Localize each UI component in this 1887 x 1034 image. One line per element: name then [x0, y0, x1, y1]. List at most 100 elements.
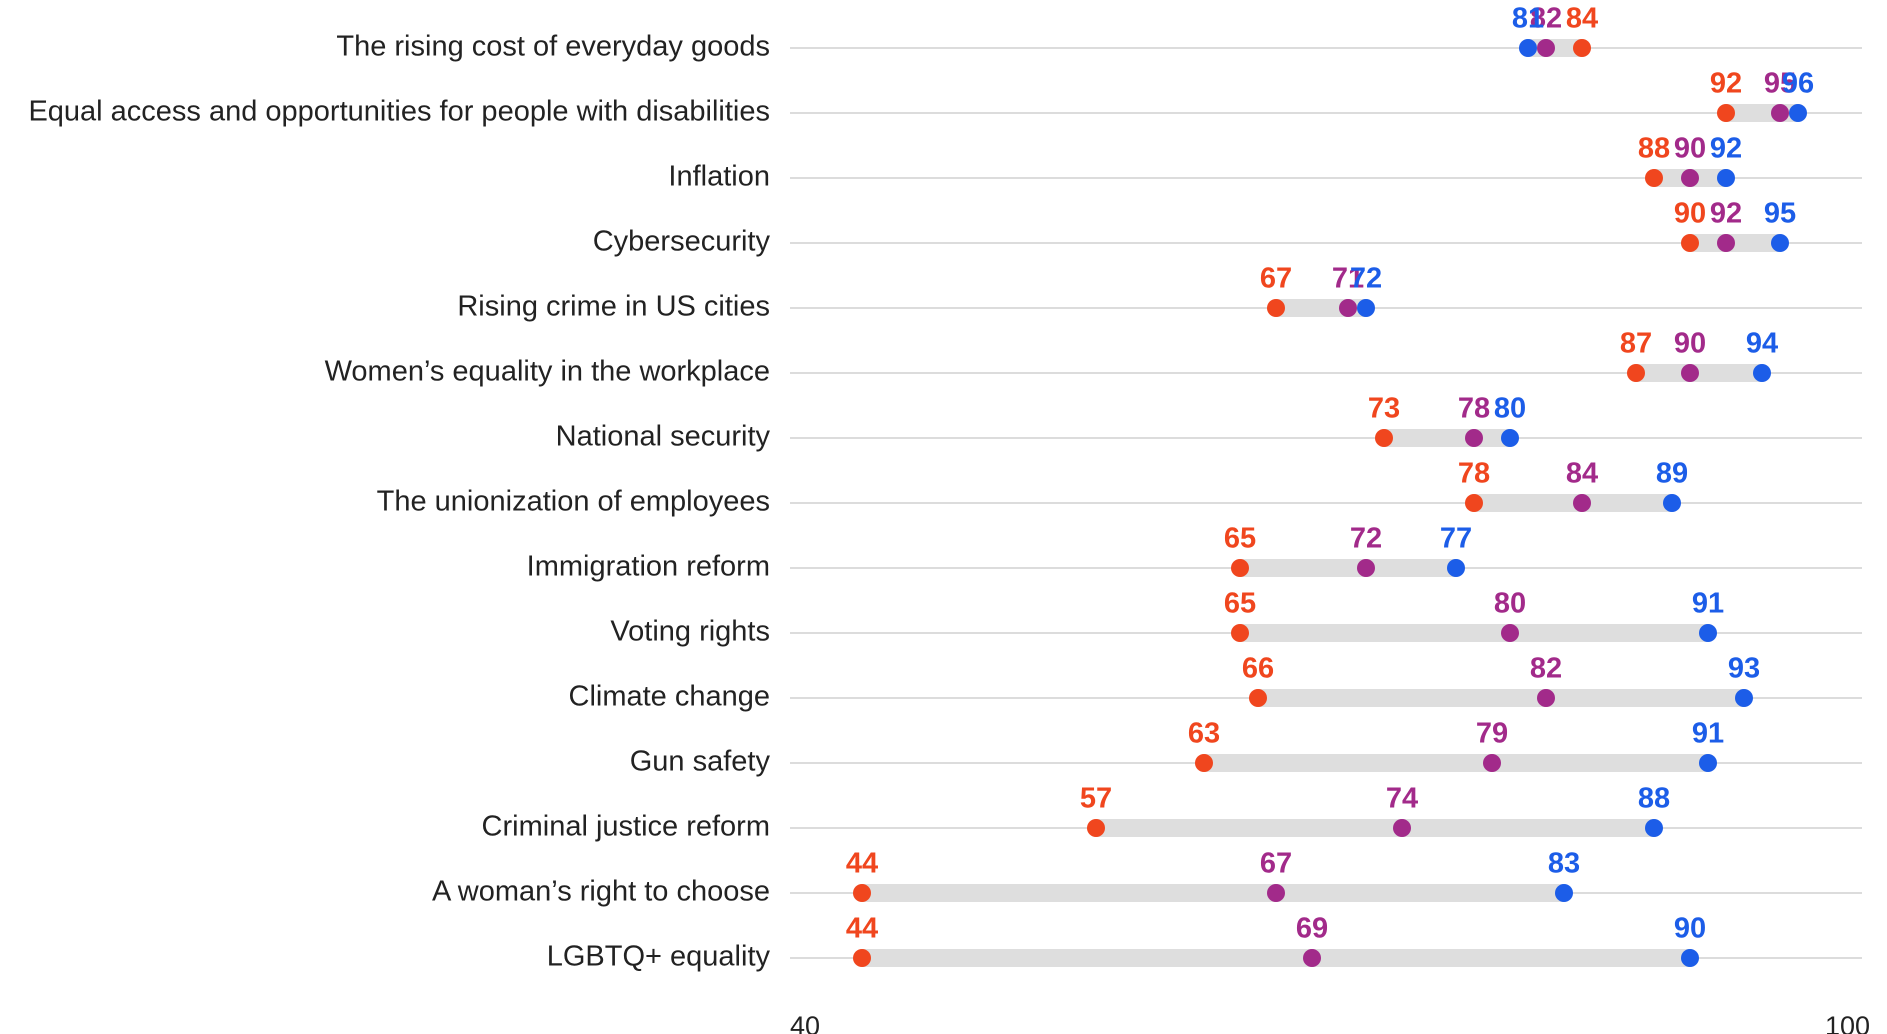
dot [1339, 299, 1357, 317]
dot [1681, 169, 1699, 187]
value-label: 95 [1764, 198, 1796, 230]
value-label: 93 [1728, 653, 1760, 685]
dot [1501, 624, 1519, 642]
value-label: 65 [1224, 523, 1256, 555]
dot [1645, 169, 1663, 187]
dot [1303, 949, 1321, 967]
dot [1627, 364, 1645, 382]
dot [1465, 429, 1483, 447]
category-label: National security [556, 421, 771, 453]
dot [1267, 884, 1285, 902]
category-label: The rising cost of everyday goods [336, 31, 770, 63]
category-label: Cybersecurity [593, 226, 771, 258]
category-label: A woman’s right to choose [432, 876, 770, 908]
dot [1267, 299, 1285, 317]
value-label: 87 [1620, 328, 1652, 360]
value-label: 90 [1674, 328, 1706, 360]
value-label: 88 [1638, 133, 1670, 165]
value-label: 73 [1368, 393, 1400, 425]
value-label: 78 [1458, 458, 1490, 490]
dot [853, 949, 871, 967]
dot [1753, 364, 1771, 382]
value-label: 80 [1494, 588, 1526, 620]
dot [1465, 494, 1483, 512]
value-label: 82 [1530, 3, 1562, 35]
value-label: 44 [846, 913, 878, 945]
dot [1717, 104, 1735, 122]
dot [1195, 754, 1213, 772]
value-label: 57 [1080, 783, 1112, 815]
dot [1717, 169, 1735, 187]
dot [1231, 559, 1249, 577]
dot [1717, 234, 1735, 252]
category-label: Rising crime in US cities [457, 291, 770, 323]
dot [1663, 494, 1681, 512]
dot [1681, 364, 1699, 382]
value-label: 63 [1188, 718, 1220, 750]
dot [1519, 39, 1537, 57]
dot [1681, 949, 1699, 967]
dot [1771, 234, 1789, 252]
value-label: 72 [1350, 263, 1382, 295]
category-label: Gun safety [630, 746, 771, 778]
value-label: 66 [1242, 653, 1274, 685]
value-label: 92 [1710, 198, 1742, 230]
value-label: 77 [1440, 523, 1472, 555]
dot [1573, 39, 1591, 57]
dot [1483, 754, 1501, 772]
category-label: Criminal justice reform [482, 811, 770, 843]
value-label: 84 [1566, 458, 1598, 490]
value-label: 84 [1566, 3, 1598, 35]
dot [1357, 299, 1375, 317]
category-label: Equal access and opportunities for peopl… [28, 96, 770, 128]
dot [1357, 559, 1375, 577]
x-tick-label: 40 [790, 1011, 820, 1034]
value-label: 67 [1260, 263, 1292, 295]
value-label: 90 [1674, 198, 1706, 230]
value-label: 72 [1350, 523, 1382, 555]
value-label: 92 [1710, 133, 1742, 165]
value-label: 82 [1530, 653, 1562, 685]
value-label: 79 [1476, 718, 1508, 750]
value-label: 81 [1512, 3, 1544, 35]
dot [1699, 624, 1717, 642]
dot [1771, 104, 1789, 122]
value-label: 78 [1458, 393, 1490, 425]
dot [1789, 104, 1807, 122]
value-label: 94 [1746, 328, 1778, 360]
value-label: 80 [1494, 393, 1526, 425]
category-label: Inflation [668, 161, 770, 193]
dot [1231, 624, 1249, 642]
value-label: 96 [1782, 68, 1814, 100]
value-label: 71 [1332, 263, 1364, 295]
dot [1735, 689, 1753, 707]
value-label: 69 [1296, 913, 1328, 945]
value-label: 91 [1692, 718, 1724, 750]
x-tick-label: 100 [1825, 1011, 1870, 1034]
value-label: 95 [1764, 68, 1796, 100]
category-label: Women’s equality in the workplace [325, 356, 770, 388]
dot [1087, 819, 1105, 837]
value-label: 74 [1386, 783, 1418, 815]
dot [1375, 429, 1393, 447]
category-label: Climate change [569, 681, 771, 713]
value-label: 65 [1224, 588, 1256, 620]
value-label: 83 [1548, 848, 1580, 880]
dot [1249, 689, 1267, 707]
value-label: 91 [1692, 588, 1724, 620]
dot [1645, 819, 1663, 837]
value-label: 67 [1260, 848, 1292, 880]
category-label: The unionization of employees [377, 486, 770, 518]
category-label: Immigration reform [527, 551, 770, 583]
value-label: 44 [846, 848, 878, 880]
category-label: LGBTQ+ equality [547, 941, 771, 973]
dot [1393, 819, 1411, 837]
dot [1555, 884, 1573, 902]
value-label: 89 [1656, 458, 1688, 490]
value-label: 90 [1674, 133, 1706, 165]
dot [1699, 754, 1717, 772]
category-label: Voting rights [610, 616, 770, 648]
value-label: 92 [1710, 68, 1742, 100]
dot [1537, 689, 1555, 707]
dot [1501, 429, 1519, 447]
